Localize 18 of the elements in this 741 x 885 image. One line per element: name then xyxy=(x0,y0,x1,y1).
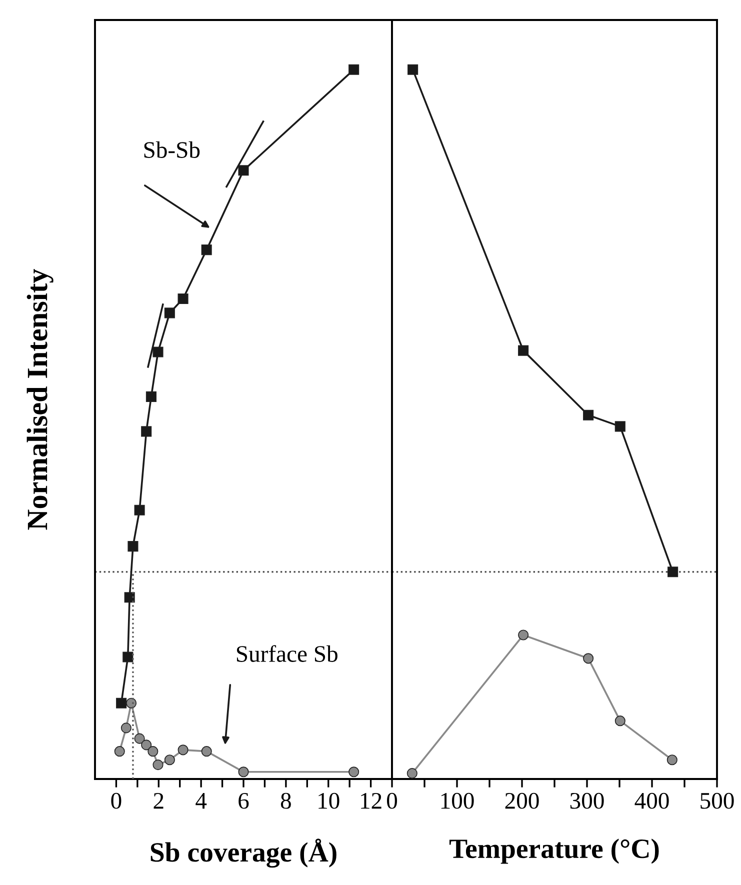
annotation: Sb-Sb xyxy=(144,141,200,158)
x-tick-label: 100 xyxy=(441,792,474,809)
x-tick-label: 0 xyxy=(386,792,398,809)
x-tick-label: 500 xyxy=(700,792,734,809)
x-axis-title: Sb coverage (Å) xyxy=(150,838,336,868)
x-tick-label: 300 xyxy=(570,792,604,809)
x-tick-label: 4 xyxy=(196,793,207,809)
y-axis-title: Normalised Intensity xyxy=(26,268,54,530)
x-tick-label: 6 xyxy=(238,792,249,809)
x-tick-label: 0 xyxy=(111,792,122,809)
x-tick-label: 8 xyxy=(280,792,291,809)
x-axis-title: Temperature (°C) xyxy=(449,838,659,864)
x-tick-label: 12 xyxy=(361,792,382,809)
x-tick-label: 200 xyxy=(505,792,539,809)
x-tick-label: 400 xyxy=(634,792,669,809)
x-tick-label: 10 xyxy=(318,792,340,809)
x-tick-label: 2 xyxy=(154,792,164,809)
annotation: Surface Sb xyxy=(236,645,338,662)
